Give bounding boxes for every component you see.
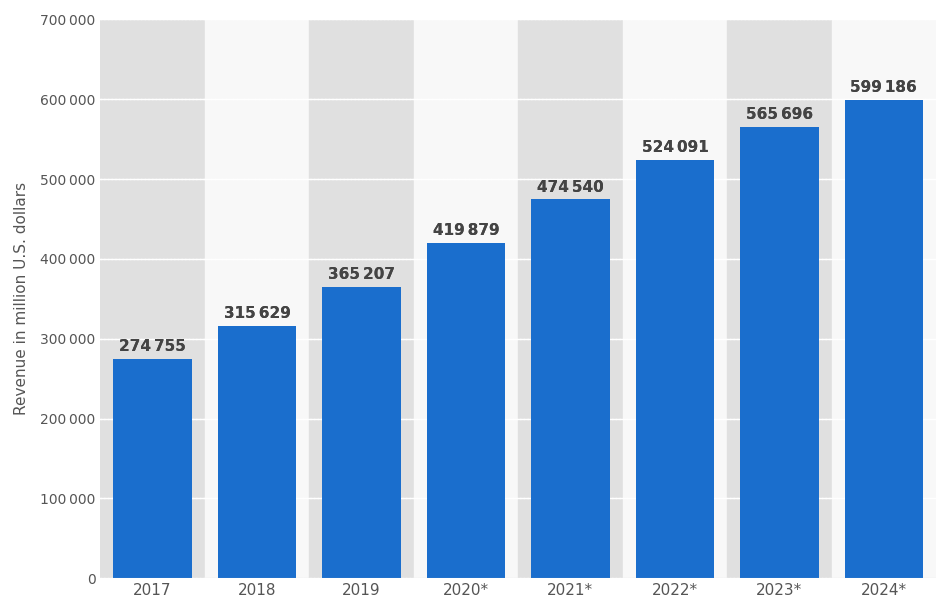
Bar [427,243,505,578]
Text: 419 879: 419 879 [432,223,500,238]
Text: 524 091: 524 091 [641,140,709,155]
Bar [204,20,309,578]
Bar [845,100,923,578]
Bar [113,359,192,578]
Text: 599 186: 599 186 [850,80,918,95]
Bar [531,200,610,578]
Text: 315 629: 315 629 [223,307,291,321]
Text: 419 879: 419 879 [432,223,500,238]
Text: 274 755: 274 755 [119,339,186,354]
Bar [427,243,505,578]
Bar [636,160,714,578]
Bar [531,200,610,578]
Text: 315 629: 315 629 [223,307,291,321]
Text: 565 696: 565 696 [746,107,813,122]
Bar [113,359,192,578]
Text: 565 696: 565 696 [746,107,813,122]
Bar [218,326,296,578]
Bar [831,20,936,578]
Text: 274 755: 274 755 [119,339,186,354]
Bar [740,127,819,578]
Text: 474 540: 474 540 [537,179,604,195]
Bar [322,286,401,578]
Text: 365 207: 365 207 [328,267,395,282]
Bar [413,20,518,578]
Bar [845,100,923,578]
Text: 474 540: 474 540 [537,179,604,195]
Bar [740,127,819,578]
Bar [101,20,204,578]
Bar [636,160,714,578]
Text: 524 091: 524 091 [641,140,709,155]
Bar [309,20,413,578]
Bar [518,20,622,578]
Y-axis label: Revenue in million U.S. dollars: Revenue in million U.S. dollars [14,182,28,416]
Bar [218,326,296,578]
Text: 599 186: 599 186 [850,80,918,95]
Text: 365 207: 365 207 [328,267,395,282]
Bar [322,286,401,578]
Bar [622,20,727,578]
Bar [727,20,831,578]
